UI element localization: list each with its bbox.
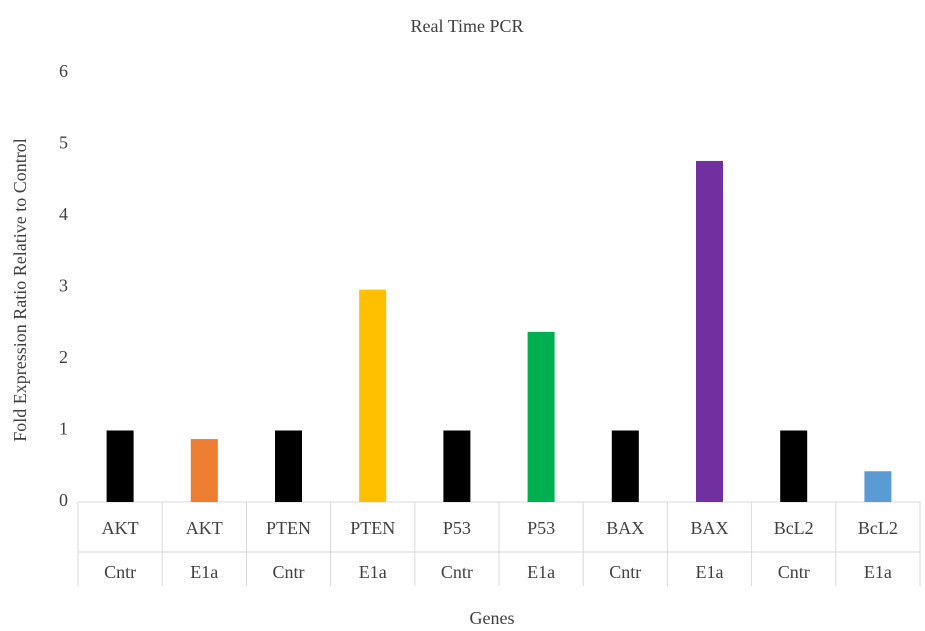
- x-tick-label: PTEN: [266, 518, 311, 538]
- bar: [696, 160, 723, 502]
- y-tick-label: 6: [59, 61, 68, 81]
- x-tick-label: AKT: [186, 518, 223, 538]
- x-tick-sublabel: Cntr: [609, 562, 641, 582]
- x-axis-label: Genes: [470, 608, 515, 628]
- y-tick-label: 3: [59, 276, 68, 296]
- x-tick-label: BAX: [606, 518, 644, 538]
- bar: [527, 331, 555, 502]
- bar: [106, 430, 134, 502]
- x-tick-sublabel: E1a: [864, 562, 892, 582]
- x-tick-sublabel: Cntr: [441, 562, 473, 582]
- bar: [190, 439, 218, 502]
- x-tick-sublabel: Cntr: [104, 562, 136, 582]
- y-tick-label: 1: [59, 419, 68, 439]
- y-axis-label: Fold Expression Ratio Relative to Contro…: [10, 138, 30, 441]
- x-tick-sublabel: E1a: [359, 562, 387, 582]
- x-tick-label: BAX: [690, 518, 728, 538]
- bar: [611, 430, 639, 502]
- bar: [443, 430, 471, 502]
- y-tick-label: 5: [59, 133, 68, 153]
- bar: [864, 471, 892, 502]
- x-tick-sublabel: E1a: [696, 562, 724, 582]
- x-tick-label: P53: [527, 518, 555, 538]
- x-tick-sublabel: E1a: [190, 562, 218, 582]
- x-tick-label: BcL2: [774, 518, 814, 538]
- bar: [780, 430, 808, 502]
- chart-title: Real Time PCR: [410, 16, 523, 36]
- x-tick-label: BcL2: [858, 518, 898, 538]
- x-tick-label: P53: [443, 518, 471, 538]
- bar: [275, 430, 302, 502]
- x-tick-sublabel: E1a: [527, 562, 555, 582]
- y-tick-label: 2: [59, 347, 68, 367]
- x-tick-sublabel: Cntr: [778, 562, 810, 582]
- x-tick-label: PTEN: [350, 518, 395, 538]
- y-tick-label: 4: [59, 204, 68, 224]
- bar: [359, 289, 387, 502]
- x-tick-label: AKT: [102, 518, 139, 538]
- x-tick-sublabel: Cntr: [272, 562, 304, 582]
- y-tick-label: 0: [59, 490, 68, 510]
